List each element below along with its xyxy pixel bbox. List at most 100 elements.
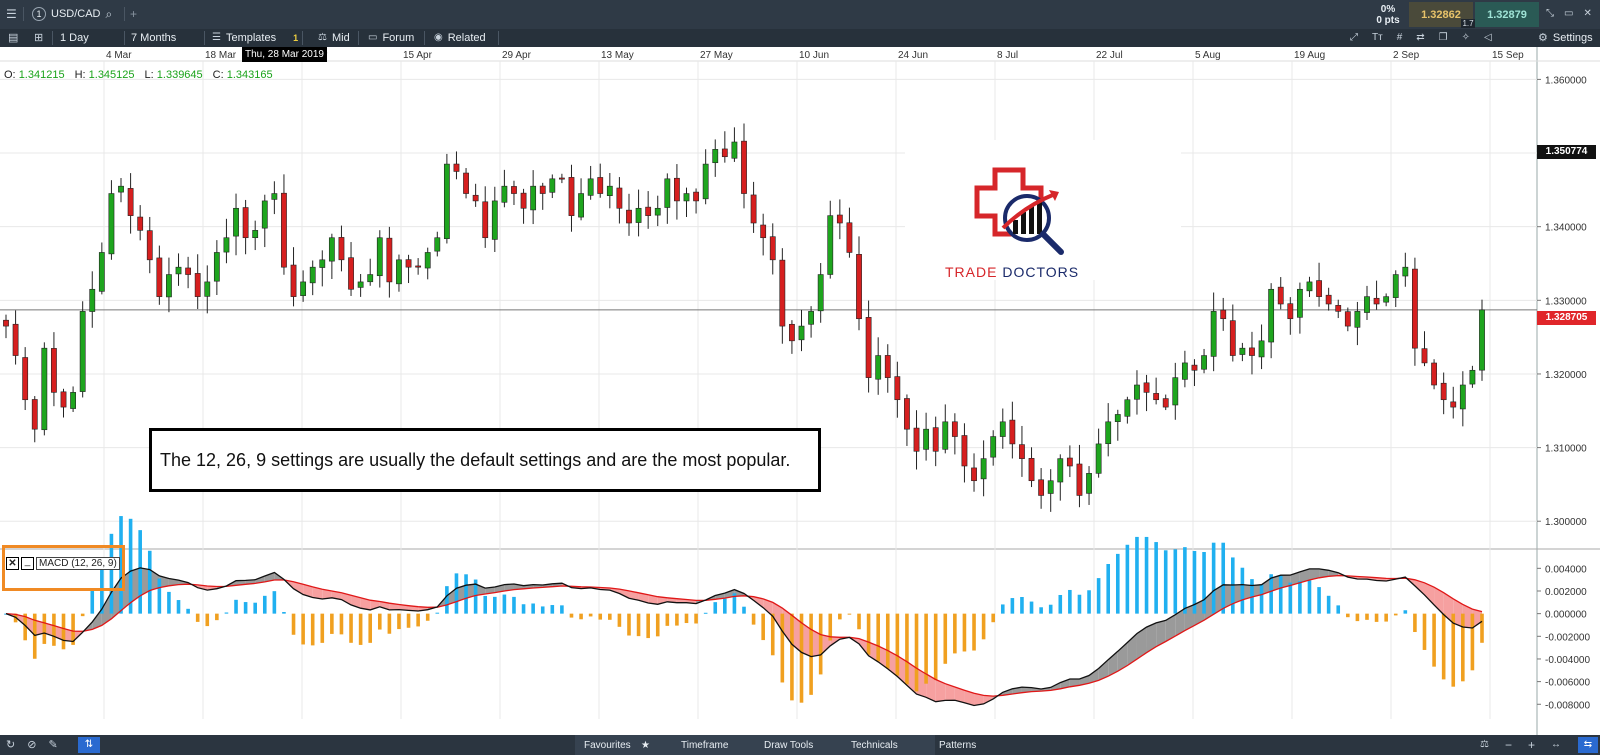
bull-candle — [271, 193, 278, 200]
back-icon[interactable]: ◁ — [1484, 32, 1492, 43]
refresh-icon[interactable]: ↻ — [6, 739, 16, 751]
bull-candle — [1114, 414, 1121, 422]
histogram-bar-negative — [569, 613, 574, 618]
bull-candle — [798, 325, 805, 341]
restore-icon[interactable]: ⤡ — [1546, 8, 1554, 19]
favourites-tab[interactable]: Favourites — [584, 739, 631, 751]
macd-fill — [1443, 592, 1454, 624]
list-icon: ▤ — [8, 32, 19, 44]
open-value: 1.341215 — [18, 69, 65, 81]
layout-button[interactable]: ⊞ — [34, 29, 43, 47]
low-label: L: — [144, 69, 154, 81]
bear-candle — [894, 376, 901, 401]
search-icon[interactable]: ⌕ — [105, 7, 113, 21]
block-icon[interactable]: ⊘ — [27, 739, 37, 751]
bull-candle — [712, 149, 719, 164]
collapse-indicator-button[interactable]: _ — [21, 557, 34, 570]
list-view-button[interactable]: ▤ — [8, 29, 18, 47]
bull-candle — [1469, 369, 1476, 385]
draw-tools-tab[interactable]: Draw Tools — [764, 739, 814, 751]
macd-fill — [446, 588, 457, 605]
histogram-bar-negative — [972, 613, 976, 651]
date-tick-label: 5 Aug — [1195, 50, 1221, 61]
add-tab-button[interactable]: + — [130, 5, 137, 23]
menu-button[interactable]: ☰ — [6, 5, 17, 23]
copy-icon[interactable]: ❐ — [1438, 32, 1448, 43]
symbol-tab[interactable]: 1 USD/CAD ⌕ — [32, 5, 112, 23]
minimize-icon[interactable]: ▭ — [1564, 8, 1574, 19]
bull-candle — [223, 237, 230, 253]
bear-candle — [1373, 297, 1380, 305]
divider — [358, 31, 359, 45]
related-button[interactable]: ◉ Related — [434, 29, 486, 47]
histogram-bar-negative — [905, 613, 909, 685]
bear-candle — [1153, 393, 1160, 401]
bull-candle — [501, 185, 508, 203]
histogram-bar-negative — [377, 613, 382, 630]
macd-label[interactable]: MACD (12, 26, 9) — [36, 557, 120, 570]
pencil-icon[interactable]: ✎ — [48, 739, 58, 751]
range-select[interactable]: 7 Months — [131, 32, 177, 44]
buy-price-button[interactable]: 1.32879 — [1475, 2, 1539, 27]
histogram-bar-negative — [71, 613, 75, 645]
bull-candle — [491, 200, 498, 240]
divider — [424, 31, 425, 45]
templates-button[interactable]: ☰ Templates 1 — [212, 29, 298, 47]
fullscreen-icon[interactable]: ⤢ — [1350, 32, 1358, 43]
interval-select[interactable]: 1 Day — [60, 32, 89, 44]
histogram-bar-positive — [176, 600, 181, 614]
technicals-tab[interactable]: Technicals — [851, 739, 898, 751]
star-icon[interactable]: ★ — [641, 739, 650, 751]
expand-icon[interactable]: ↔ — [1551, 739, 1561, 750]
bull-candle — [635, 207, 642, 223]
date-tick-label: 2 Sep — [1393, 50, 1420, 61]
histogram-bar-positive — [128, 518, 133, 614]
macd-fill — [140, 567, 150, 596]
close-icon[interactable]: ✕ — [1583, 8, 1592, 19]
symbol-index-badge: 1 — [32, 7, 46, 21]
sort-button[interactable]: ⇅ — [78, 737, 100, 753]
histogram-bar-negative — [1422, 613, 1427, 650]
sell-price-button[interactable]: 1.32862 — [1409, 2, 1473, 27]
compare-icon[interactable]: ⇄ — [1416, 32, 1425, 43]
macd-fill — [485, 587, 495, 594]
macd-fill — [926, 673, 936, 702]
text-size-icon[interactable]: Tт — [1372, 32, 1383, 43]
macd-fill — [331, 590, 342, 600]
price-type-button[interactable]: ⚖ Mid — [318, 29, 350, 47]
histogram-bar-negative — [885, 613, 890, 669]
bull-candle — [1086, 473, 1092, 494]
fit-button[interactable]: ⇆ — [1578, 737, 1598, 753]
macd-fill — [44, 622, 54, 637]
bear-candle — [836, 214, 843, 224]
macd-fill — [1453, 598, 1463, 627]
histogram-bar-positive — [1048, 604, 1053, 614]
forum-button[interactable]: ▭ Forum — [368, 29, 414, 47]
remove-indicator-button[interactable]: ✕ — [6, 557, 19, 570]
settings-button[interactable]: ⚙ Settings — [1538, 29, 1593, 47]
crosshair-grid-icon[interactable]: # — [1396, 32, 1403, 43]
bear-candle — [1038, 479, 1045, 496]
bull-candle — [204, 281, 211, 297]
macd-fill — [801, 622, 812, 657]
zoom-out-icon[interactable]: − — [1504, 738, 1512, 752]
bull-candle — [654, 207, 661, 216]
histogram-bar-negative — [953, 613, 957, 654]
bear-candle — [645, 206, 652, 216]
patterns-tab[interactable]: Patterns — [939, 739, 977, 751]
date-tick-label: 8 Jul — [997, 50, 1018, 61]
macd-fill — [1136, 627, 1147, 660]
bull-candle — [70, 392, 76, 409]
divider — [498, 31, 499, 45]
pin-icon[interactable]: ✧ — [1461, 32, 1471, 43]
zoom-in-icon[interactable]: + — [1527, 738, 1535, 752]
histogram-bar-positive — [1029, 601, 1034, 614]
timeframe-tab[interactable]: Timeframe — [681, 739, 729, 751]
logo-text: TRADE DOCTORS — [945, 264, 1079, 280]
bear-candle — [760, 224, 767, 239]
bull-candle — [376, 237, 383, 277]
bear-candle — [1325, 294, 1332, 305]
scale-icon[interactable]: ⚖ — [1480, 739, 1489, 750]
chart-toolbar: ▤ ⊞ 1 Day 7 Months ☰ Templates 1 ⚖ Mid ▭… — [0, 29, 1600, 47]
